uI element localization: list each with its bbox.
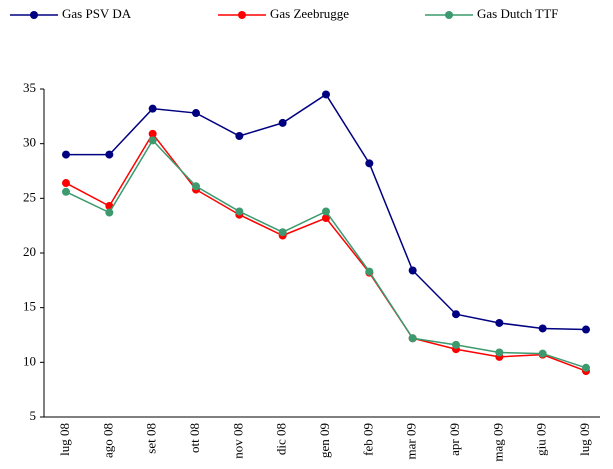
data-point: [62, 187, 70, 196]
legend-marker: [238, 11, 246, 19]
x-tick-label: mag 09: [490, 423, 505, 462]
data-point: [365, 159, 374, 168]
data-point: [452, 340, 460, 349]
data-point: [582, 325, 590, 334]
y-tick-label: 35: [23, 80, 36, 95]
legend-marker: [445, 11, 453, 19]
series-line: [65, 132, 587, 372]
legend-label: Gas Zeebrugge: [270, 6, 349, 21]
data-point: [365, 267, 374, 276]
legend-item: Gas PSV DA: [10, 6, 132, 21]
y-tick-label: 30: [23, 135, 36, 150]
x-tick-label: giu 09: [534, 423, 549, 456]
legend-item: Gas Dutch TTF: [425, 6, 558, 21]
x-tick-label: set 08: [144, 423, 159, 454]
data-point: [408, 266, 417, 275]
data-point: [322, 214, 330, 223]
data-point: [452, 310, 460, 319]
legend-item: Gas Zeebrugge: [218, 6, 349, 21]
data-point: [278, 228, 287, 237]
data-point: [538, 324, 547, 333]
data-point: [148, 104, 157, 113]
y-tick-label: 25: [23, 189, 36, 204]
x-tick-label: mar 09: [404, 423, 419, 459]
x-tick-label: lug 08: [57, 423, 72, 456]
y-tick-label: 5: [30, 408, 37, 423]
data-point: [192, 182, 200, 191]
data-point: [62, 179, 70, 188]
y-tick-label: 20: [23, 244, 36, 259]
data-point: [322, 207, 330, 216]
data-point: [148, 136, 157, 145]
data-point: [105, 150, 114, 159]
data-point: [105, 208, 114, 217]
data-point: [495, 318, 504, 327]
data-point: [62, 150, 70, 159]
x-tick-label: feb 09: [360, 423, 375, 456]
x-tick-label: dic 08: [274, 423, 289, 455]
data-point: [148, 129, 157, 138]
data-point: [235, 207, 244, 216]
x-tick-label: ott 08: [187, 423, 202, 453]
data-point: [235, 132, 244, 141]
x-tick-label: apr 09: [447, 423, 462, 456]
x-tick-label: ago 08: [100, 423, 115, 458]
legend-marker: [30, 11, 38, 19]
data-point: [495, 348, 504, 357]
data-point: [408, 334, 417, 343]
data-point: [192, 109, 200, 118]
legend-label: Gas Dutch TTF: [477, 6, 558, 21]
data-point: [322, 90, 330, 99]
x-tick-label: gen 09: [317, 423, 332, 458]
legend-label: Gas PSV DA: [62, 6, 132, 21]
data-point: [538, 349, 547, 358]
data-point: [582, 363, 590, 372]
y-tick-label: 10: [23, 353, 36, 368]
y-tick-label: 15: [23, 299, 36, 314]
series-line: [65, 139, 587, 369]
data-point: [278, 118, 287, 127]
x-tick-label: lug 09: [577, 423, 592, 456]
x-tick-label: nov 08: [230, 423, 245, 459]
